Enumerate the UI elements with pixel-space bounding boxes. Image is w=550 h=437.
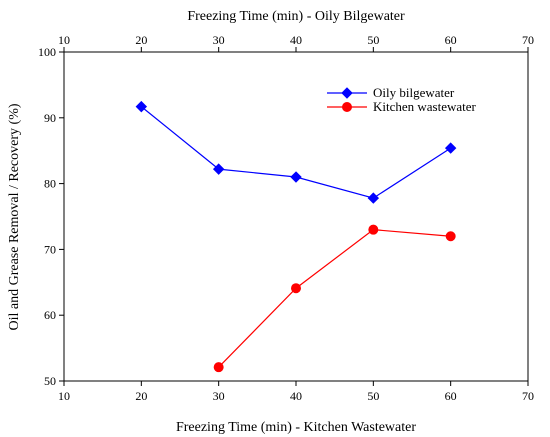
data-point-oily-bilgewater: [290, 171, 302, 183]
series-line-kitchen-wastewater: [218, 229, 451, 368]
x-bottom-tick-label: 60: [445, 389, 457, 403]
y-tick-label: 70: [44, 242, 56, 256]
legend-label: Kitchen wastewater: [373, 99, 477, 114]
data-point-oily-bilgewater: [367, 192, 380, 204]
legend-label: Oily bilgewater: [373, 85, 455, 100]
legend-item-oily-bilgewater: Oily bilgewater: [327, 85, 455, 100]
x-bottom-tick-label: 10: [58, 389, 70, 403]
data-point-kitchen-wastewater: [445, 231, 456, 242]
x-top-tick-label: 20: [135, 33, 147, 47]
data-point-oily-bilgewater: [212, 163, 225, 175]
series-oily-bilgewater: [135, 100, 457, 204]
x-top-tick-label: 60: [445, 33, 457, 47]
y-tick-label: 60: [44, 308, 56, 322]
axes: 10 10 20 20 30 30 40 40 50 50 60 60 70 70 50 60 70 80 90 10…: [38, 33, 534, 403]
x-bottom-axis-title: Freezing Time (min) - Kitchen Wastewater: [176, 420, 416, 435]
y-tick-label: 80: [44, 177, 56, 191]
y-tick-label: 100: [38, 45, 56, 59]
legend-item-kitchen-wastewater: Kitchen wastewater: [327, 99, 477, 114]
series-layer: [135, 100, 457, 373]
legend-marker: [341, 87, 353, 99]
x-top-tick-label: 40: [290, 33, 302, 47]
data-point-kitchen-wastewater: [368, 224, 379, 235]
x-top-axis-title: Freezing Time (min) - Oily Bilgewater: [187, 9, 405, 24]
y-tick-label: 50: [44, 374, 56, 388]
x-bottom-tick-label: 30: [213, 389, 225, 403]
x-bottom-tick-label: 20: [135, 389, 147, 403]
x-bottom-tick-label: 50: [367, 389, 379, 403]
data-point-oily-bilgewater: [135, 100, 148, 113]
x-top-tick-label: 10: [58, 33, 70, 47]
y-tick-label: 90: [44, 111, 56, 125]
data-point-kitchen-wastewater: [291, 283, 301, 294]
legend-marker: [342, 102, 352, 112]
series-kitchen-wastewater: [213, 224, 456, 373]
series-line-oily-bilgewater: [140, 106, 451, 199]
data-point-oily-bilgewater: [444, 142, 457, 154]
x-bottom-tick-label: 70: [522, 389, 534, 403]
x-top-tick-label: 30: [213, 33, 225, 47]
x-top-tick-label: 70: [522, 33, 534, 47]
x-bottom-tick-label: 40: [290, 389, 302, 403]
y-axis-title: Oil and Grease Removal / Recovery (%): [7, 103, 22, 330]
data-point-kitchen-wastewater: [213, 362, 224, 373]
x-top-tick-label: 50: [367, 33, 379, 47]
